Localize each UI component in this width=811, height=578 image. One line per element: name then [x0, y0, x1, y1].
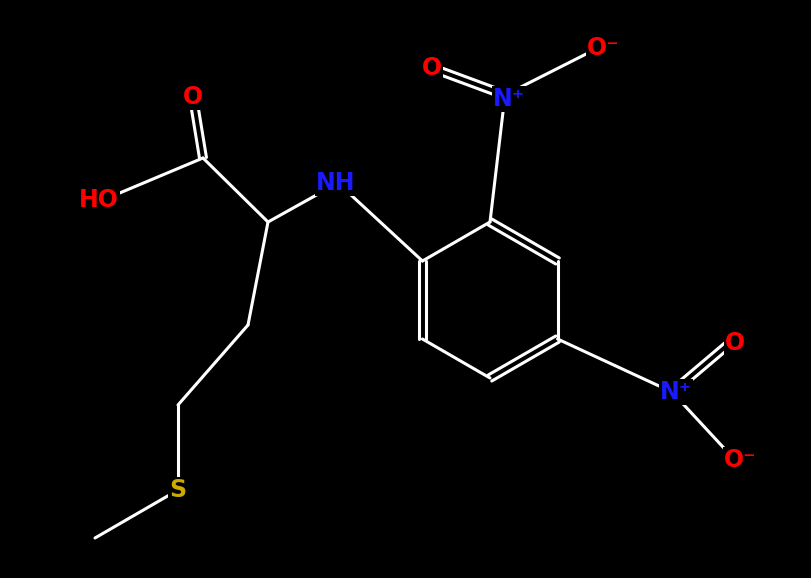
- Text: O: O: [422, 56, 441, 80]
- Text: HO: HO: [79, 188, 118, 212]
- Text: N⁺: N⁺: [492, 87, 525, 111]
- Text: O⁻: O⁻: [586, 36, 619, 60]
- Text: NH: NH: [315, 171, 355, 195]
- Text: O⁻: O⁻: [723, 448, 755, 472]
- Text: O: O: [182, 85, 203, 109]
- Text: N⁺: N⁺: [659, 380, 691, 404]
- Text: S: S: [169, 478, 187, 502]
- Text: O: O: [724, 331, 744, 355]
